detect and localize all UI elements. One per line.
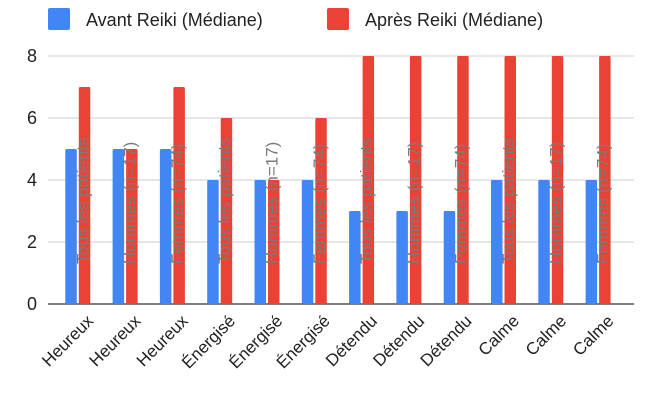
bar-avant xyxy=(301,180,314,304)
x-category-label: Détendu xyxy=(322,311,381,370)
bar-apres xyxy=(126,149,138,304)
bar-apres xyxy=(504,56,516,304)
bar-annotation: Hommes (n=17) xyxy=(263,142,282,264)
bar-apres xyxy=(409,56,422,304)
bar-apres xyxy=(551,56,564,304)
bar-avant xyxy=(538,180,550,304)
bar-avant xyxy=(349,211,361,304)
y-tick-label: 4 xyxy=(27,170,37,190)
legend: Avant Reiki (Médiane) Après Reiki (Médian… xyxy=(48,8,543,30)
x-category-label: Heureux xyxy=(86,311,145,370)
bar-annotation: Tous les patients xyxy=(73,137,92,264)
bar-apres xyxy=(220,118,233,304)
x-category-label: Heureux xyxy=(38,311,97,370)
y-axis-ticks: 0 2 4 6 8 xyxy=(27,46,37,314)
bar-annotation: Femmes (n=74) xyxy=(168,144,187,264)
bar-avant xyxy=(491,180,503,304)
bar-annotation: Tous les patients xyxy=(215,137,234,264)
bar-avant xyxy=(65,149,77,304)
legend-label-avant: Avant Reiki (Médiane) xyxy=(86,10,263,30)
bar-annotation: Femmes (n=74) xyxy=(452,144,471,264)
y-tick-label: 8 xyxy=(27,46,37,66)
bar-annotation: Femmes (n=74) xyxy=(594,144,613,264)
bar-annotation: Hommes (n=17) xyxy=(404,142,423,264)
bar-annotation: Hommes (n=17) xyxy=(546,142,565,264)
bar-annotation: Tous les patients xyxy=(499,137,518,264)
bar-annotation: Hommes (n=17) xyxy=(121,142,140,264)
legend-swatch-apres xyxy=(327,8,349,30)
bar-avant xyxy=(159,149,172,304)
bar-annotation: Femmes (n=74) xyxy=(310,144,329,264)
legend-label-apres: Après Reiki (Médiane) xyxy=(365,10,543,30)
bar-apres xyxy=(362,56,375,304)
bar-annotations: Tous les patients Hommes (n=17) Femmes (n=… xyxy=(73,137,612,264)
x-category-label: Calme xyxy=(475,311,523,359)
x-category-label: Calme xyxy=(522,311,570,359)
y-tick-label: 6 xyxy=(27,108,37,128)
x-category-label: Détendu xyxy=(369,311,428,370)
legend-swatch-avant xyxy=(48,8,70,30)
bar-apres xyxy=(315,118,327,304)
bar-avant xyxy=(254,180,266,304)
bar-avant xyxy=(443,211,456,304)
x-category-label: Calme xyxy=(569,311,617,359)
bar-avant xyxy=(207,180,219,304)
x-category-label: Détendu xyxy=(417,311,476,370)
bar-apres xyxy=(173,87,185,304)
y-tick-label: 0 xyxy=(27,294,37,314)
x-axis-categories: HeureuxHeureuxHeureuxÉnergiséÉnergiséÉne… xyxy=(38,311,617,372)
bar-apres xyxy=(268,180,280,304)
bar-apres xyxy=(78,87,91,304)
bar-apres xyxy=(457,56,469,304)
bars xyxy=(65,56,611,304)
bar-apres xyxy=(599,56,611,304)
gridlines xyxy=(48,55,634,305)
bar-avant xyxy=(585,180,598,304)
bar-annotation: Tous les patients xyxy=(357,137,376,264)
bar-avant xyxy=(396,211,408,304)
y-tick-label: 2 xyxy=(27,232,37,252)
bar-avant xyxy=(112,149,125,304)
